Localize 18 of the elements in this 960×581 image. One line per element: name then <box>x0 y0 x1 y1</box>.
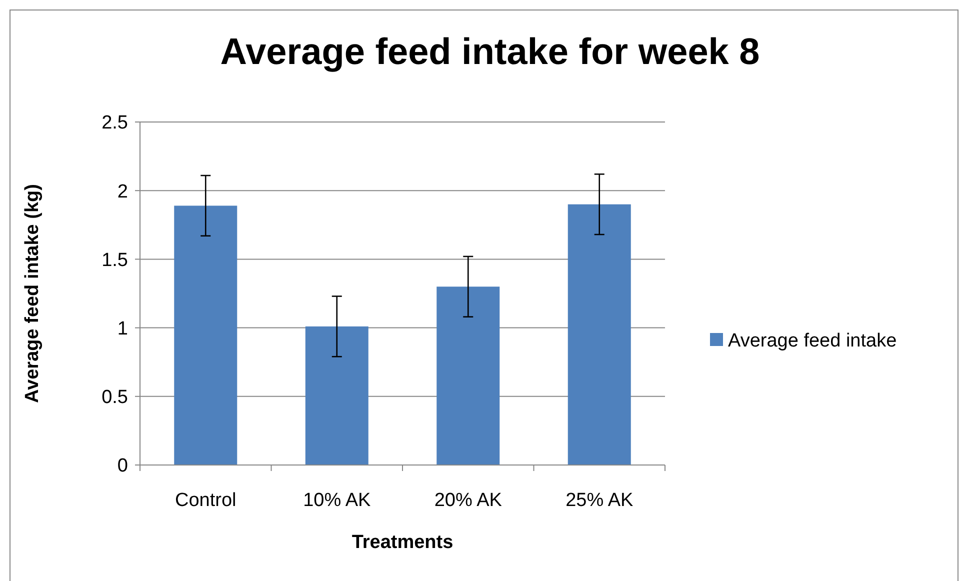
y-tick-label: 1 <box>117 318 128 340</box>
y-tick-label: 1.5 <box>102 250 128 271</box>
bar <box>174 206 238 465</box>
x-tick-label: Control <box>175 490 236 511</box>
x-tick-label: 10% AK <box>303 490 371 511</box>
x-tick-label: 20% AK <box>434 490 502 511</box>
y-axis-title: Average feed intake (kg) <box>22 184 43 403</box>
y-tick-label: 2 <box>117 181 128 202</box>
y-tick-label: 0.5 <box>102 387 128 408</box>
bar <box>305 326 368 465</box>
y-tick-label: 2.5 <box>102 112 128 134</box>
y-tick-label: 0 <box>117 456 128 477</box>
x-axis-title: Treatments <box>352 532 454 553</box>
bar <box>436 286 500 465</box>
bar <box>568 204 631 465</box>
chart-title: Average feed intake for week 8 <box>220 31 760 72</box>
legend-label: Average feed intake <box>728 330 897 352</box>
x-tick-label: 25% AK <box>566 490 634 511</box>
